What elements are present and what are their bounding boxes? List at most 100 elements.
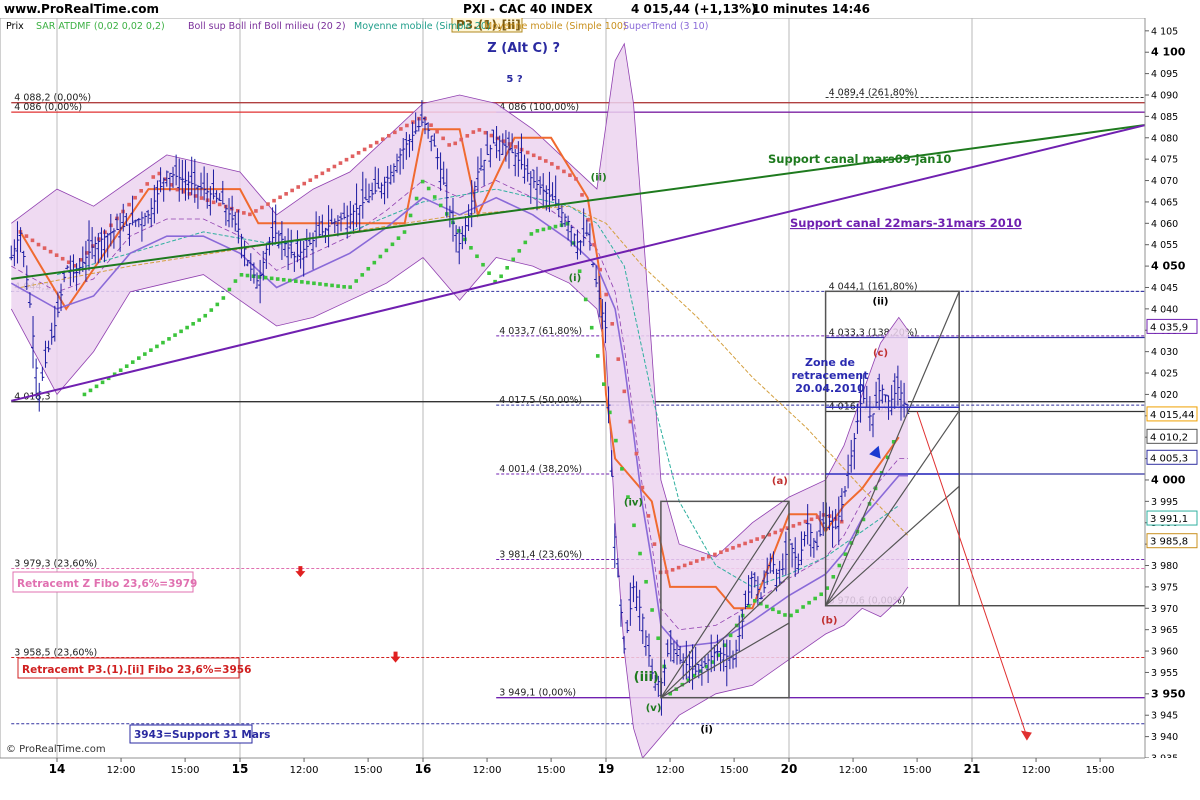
sar-bull-dot [795,609,799,613]
sar-bear-dot [441,136,445,141]
sar-bull-dot [378,254,383,259]
drawings-layer [11,123,1147,741]
sar-bear-dot [296,185,300,189]
sar-bull-dot [765,604,769,609]
sar-bear-dot [338,161,343,165]
support-mars-label: 3943=Support 31 Mars [134,729,270,741]
sar-bear-dot [652,542,657,546]
y-tick-label: 3 975 [1151,582,1178,593]
sar-bull-dot [318,282,322,286]
sar-bull-dot [94,384,99,389]
sar-bear-dot [809,517,814,522]
sar-bear-dot [640,485,645,490]
sar-bull-dot [354,279,359,283]
sar-bear-dot [513,145,518,149]
sar-bear-dot [562,169,566,174]
sar-bear-dot [266,202,270,206]
site-name: www.ProRealTime.com [4,2,159,16]
sar-bear-dot [54,253,59,257]
sar-bear-dot [42,246,47,250]
sar-bull-dot [843,552,848,557]
fibo-p3-label: Retracemt P3.(1).[ii] Fibo 23,6%=3956 [22,664,251,676]
fibonacci-level-label: 3 949,1 (0,00%) [499,688,576,699]
fibo-z-label-box [12,571,194,593]
sar-bull-dot [402,230,407,234]
sar-bull-dot [692,673,697,678]
y-tick-label: 3 960 [1151,647,1178,658]
support-trend-line [11,123,1147,402]
fibonacci-level-label: 3 979,3 (23,60%) [14,559,97,570]
sar-bull-dot [149,348,153,352]
bollinger-upper-line [11,42,909,558]
sar-bear-dot [773,530,778,535]
sar-bear-dot [435,129,439,134]
y-tick-label: 4 060 [1151,219,1178,230]
sar-bear-dot [254,209,258,213]
sar-bull-dot [668,691,673,696]
sar-bull-dot [487,271,491,275]
sar-bull-dot [849,541,854,545]
sar-bear-dot [543,159,548,163]
sar-bear-dot [580,193,584,197]
sar-bull-dot [620,467,624,471]
y-tick-label: 3 980 [1151,561,1178,572]
sar-bear-dot [465,134,470,138]
sar-bull-dot [481,262,485,267]
sar-bear-dot [242,211,246,215]
x-tick-label: 15:00 [720,765,749,776]
sar-bull-dot [372,260,377,265]
sar-bear-dot [278,195,282,200]
sar-bear-dot [78,258,83,262]
sar-bear-dot [598,267,602,272]
sar-bear-dot [332,164,337,169]
sar-bear-dot [453,141,458,146]
y-tick-label: 3 965 [1151,625,1178,636]
y-tick-label: 4 025 [1151,369,1178,380]
sar-bear-dot [604,292,608,297]
sar-bull-dot [553,224,558,229]
sar-bear-dot [314,174,319,179]
fibonacci-level-label: 4 017,5 (50,00%) [499,395,582,406]
fibonacci-level-label: 4 088,2 (0,00%) [14,93,91,104]
sar-bull-dot [475,254,479,259]
price-tag-label: 3 991,1 [1150,514,1188,525]
sar-bear-dot [374,140,379,145]
sar-bear-dot [85,251,89,255]
sar-bear-dot [610,322,615,326]
sar-bull-dot [130,360,135,364]
sar-bear-dot [634,451,639,456]
sar-bull-dot [432,195,437,199]
fibonacci-fan-line [660,501,790,699]
sar-bear-dot [803,519,808,524]
supertrend-lower-line [10,196,908,648]
fibonacci-fan-line [825,291,960,606]
legend-item: Moyenne mobile (Simple 20) [354,21,491,32]
sar-bull-dot [227,287,232,292]
sar-bull-dot [438,203,443,208]
sar-bull-dot [608,410,612,415]
indicator-legend: Prix SAR ATDMF (0,02 0,02 0,2) Boll sup Bo… [6,21,708,32]
sar-bear-dot [248,212,252,217]
sar-bear-dot [199,196,204,200]
fibonacci-level-label: 4 086 (0,00%) [14,102,82,113]
price-tag-label: 3 985,8 [1150,537,1188,548]
sar-bull-dot [384,248,389,253]
y-tick-label: 4 090 [1151,90,1178,101]
sar-bear-dot [350,154,355,159]
fibonacci-level-label: 4 001,4 (38,20%) [499,464,582,475]
sar-bear-dot [701,557,705,561]
sar-bear-dot [308,178,313,182]
sar-bull-dot [239,273,244,277]
wave-label: (ii) [591,173,607,184]
sar-bear-dot [326,168,331,172]
sar-bear-dot [151,175,156,179]
sar-bear-dot [743,541,747,546]
x-tick-label: 12:00 [290,765,319,776]
sar-bull-dot [82,392,87,397]
sar-bull-dot [294,279,298,283]
sar-bear-dot [60,256,65,261]
price-tag-label: 4 005,3 [1150,453,1188,464]
sar-bear-dot [217,202,222,207]
fibonacci-box [824,290,960,607]
